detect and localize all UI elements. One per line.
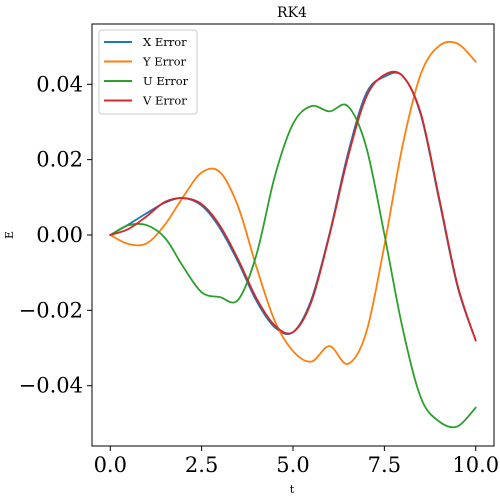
chart-title: RK4: [277, 5, 307, 21]
y-tick-label: 0.02: [36, 148, 83, 172]
legend-label-x-error: X Error: [143, 35, 187, 49]
legend-label-y-error: Y Error: [142, 55, 187, 69]
series-line-u-error: [109, 103, 477, 429]
x-axis-label: t: [290, 483, 295, 496]
x-tick-label: 5.0: [276, 453, 309, 477]
x-tick-label: 10.0: [452, 453, 499, 477]
x-tick-label: 7.5: [368, 453, 401, 477]
legend: X Error Y Error U Error V Error: [98, 29, 198, 115]
series-line-v-error: [109, 70, 477, 342]
x-tick-label: 2.5: [185, 453, 218, 477]
legend-label-v-error: V Error: [142, 94, 187, 108]
x-axis: 0.0 2.5 5.0 7.5 10.0: [94, 446, 499, 477]
y-tick-label: 0.00: [36, 223, 83, 247]
y-tick-label: −0.04: [19, 374, 83, 398]
legend-box: [98, 29, 198, 115]
legend-label-u-error: U Error: [143, 74, 189, 88]
y-tick-label: 0.04: [36, 72, 83, 96]
x-tick-label: 0.0: [94, 453, 127, 477]
plot-area: [109, 40, 477, 429]
y-axis: −0.04 −0.02 0.00 0.02 0.04: [19, 72, 92, 398]
y-axis-label: E: [3, 231, 16, 239]
y-tick-label: −0.02: [19, 298, 83, 322]
